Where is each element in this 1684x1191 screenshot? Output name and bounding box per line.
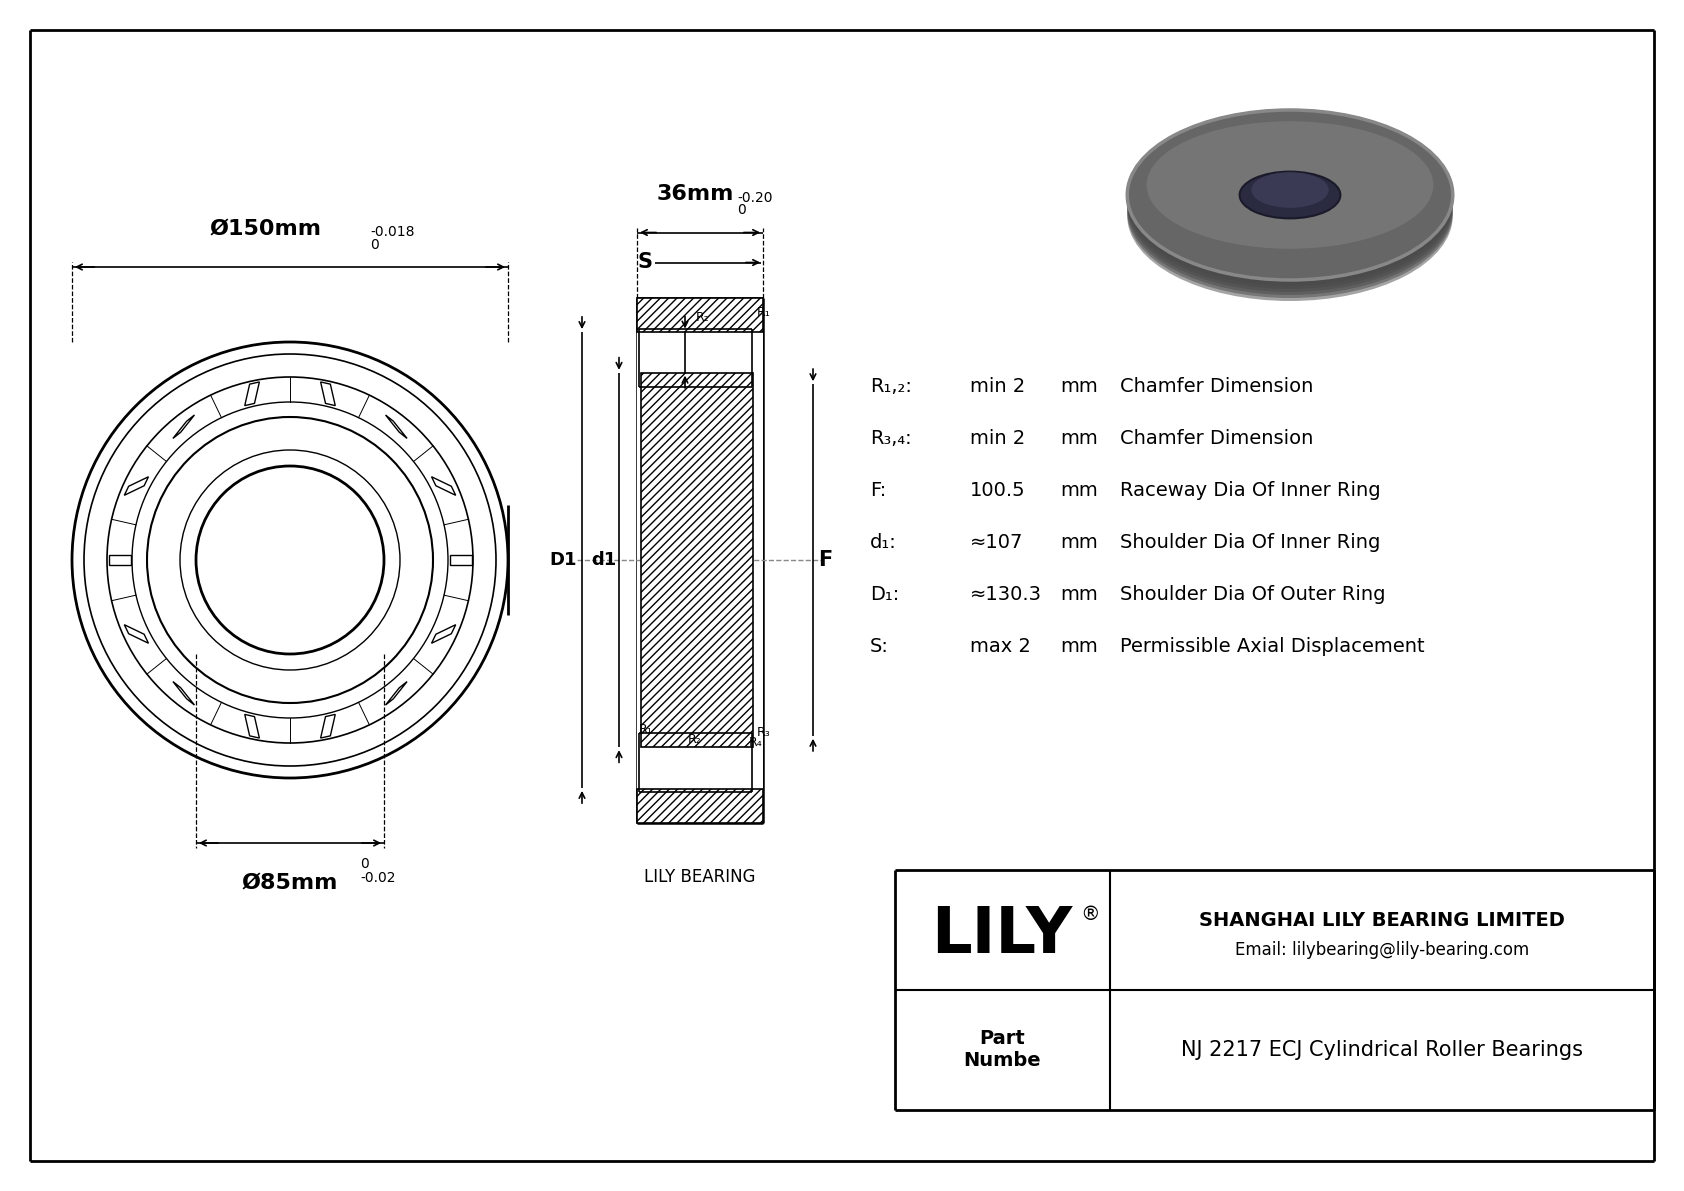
Text: R₂: R₂ [689,732,702,746]
Text: mm: mm [1059,636,1098,655]
Text: ≈107: ≈107 [970,532,1024,551]
Text: D₁:: D₁: [871,585,899,604]
Ellipse shape [1127,127,1453,298]
Text: Chamfer Dimension: Chamfer Dimension [1120,429,1314,448]
Text: Permissible Axial Displacement: Permissible Axial Displacement [1120,636,1425,655]
Text: Ø150mm: Ø150mm [209,219,322,239]
Ellipse shape [1239,172,1340,218]
Text: LILY: LILY [931,904,1073,966]
Text: Email: lilybearing@lily-bearing.com: Email: lilybearing@lily-bearing.com [1234,941,1529,959]
Text: Part
Numbe: Part Numbe [963,1029,1041,1071]
Text: mm: mm [1059,429,1098,448]
Text: R₁,₂:: R₁,₂: [871,376,911,395]
Ellipse shape [1127,113,1453,283]
Text: mm: mm [1059,480,1098,499]
Ellipse shape [1127,121,1453,292]
Text: max 2: max 2 [970,636,1031,655]
Bar [642,373,753,747]
Text: 0: 0 [738,204,746,218]
Text: R₁: R₁ [758,306,771,319]
Ellipse shape [1127,116,1453,286]
Text: R₄: R₄ [749,736,763,749]
Text: S: S [638,252,652,273]
Ellipse shape [1127,110,1453,280]
Text: 0: 0 [370,238,379,252]
Text: mm: mm [1059,585,1098,604]
Text: R₁: R₁ [640,723,653,736]
Text: -0.02: -0.02 [360,871,396,885]
Text: SHANGHAI LILY BEARING LIMITED: SHANGHAI LILY BEARING LIMITED [1199,910,1564,929]
Bar [637,298,763,331]
Text: d₁:: d₁: [871,532,898,551]
Text: ≈130.3: ≈130.3 [970,585,1042,604]
Text: NJ 2217 ECJ Cylindrical Roller Bearings: NJ 2217 ECJ Cylindrical Roller Bearings [1180,1040,1583,1060]
Text: Chamfer Dimension: Chamfer Dimension [1120,376,1314,395]
Ellipse shape [1127,125,1453,295]
Ellipse shape [1127,110,1453,280]
Text: R₃: R₃ [758,725,771,738]
Ellipse shape [1147,121,1433,249]
Bar [637,788,763,823]
Ellipse shape [1127,119,1453,289]
Text: mm: mm [1059,376,1098,395]
Text: d1: d1 [591,551,616,569]
Bar [637,331,763,788]
Text: S:: S: [871,636,889,655]
Text: D1: D1 [549,551,578,569]
Text: min 2: min 2 [970,429,1026,448]
Text: R₃,₄:: R₃,₄: [871,429,911,448]
Text: Ø85mm: Ø85mm [242,873,338,893]
Text: -0.018: -0.018 [370,225,414,239]
Text: -0.20: -0.20 [738,191,773,205]
Text: 0: 0 [360,858,369,871]
Text: R₂: R₂ [695,311,711,324]
Text: LILY BEARING: LILY BEARING [645,868,756,886]
Text: F:: F: [871,480,886,499]
Text: min 2: min 2 [970,376,1026,395]
Text: 100.5: 100.5 [970,480,1026,499]
Text: F: F [818,550,832,570]
Text: Shoulder Dia Of Inner Ring: Shoulder Dia Of Inner Ring [1120,532,1381,551]
Text: Shoulder Dia Of Outer Ring: Shoulder Dia Of Outer Ring [1120,585,1386,604]
Text: ®: ® [1079,905,1100,924]
Ellipse shape [1127,131,1453,301]
Ellipse shape [1251,173,1329,208]
Text: mm: mm [1059,532,1098,551]
Text: 36mm: 36mm [657,185,734,205]
Text: Raceway Dia Of Inner Ring: Raceway Dia Of Inner Ring [1120,480,1381,499]
